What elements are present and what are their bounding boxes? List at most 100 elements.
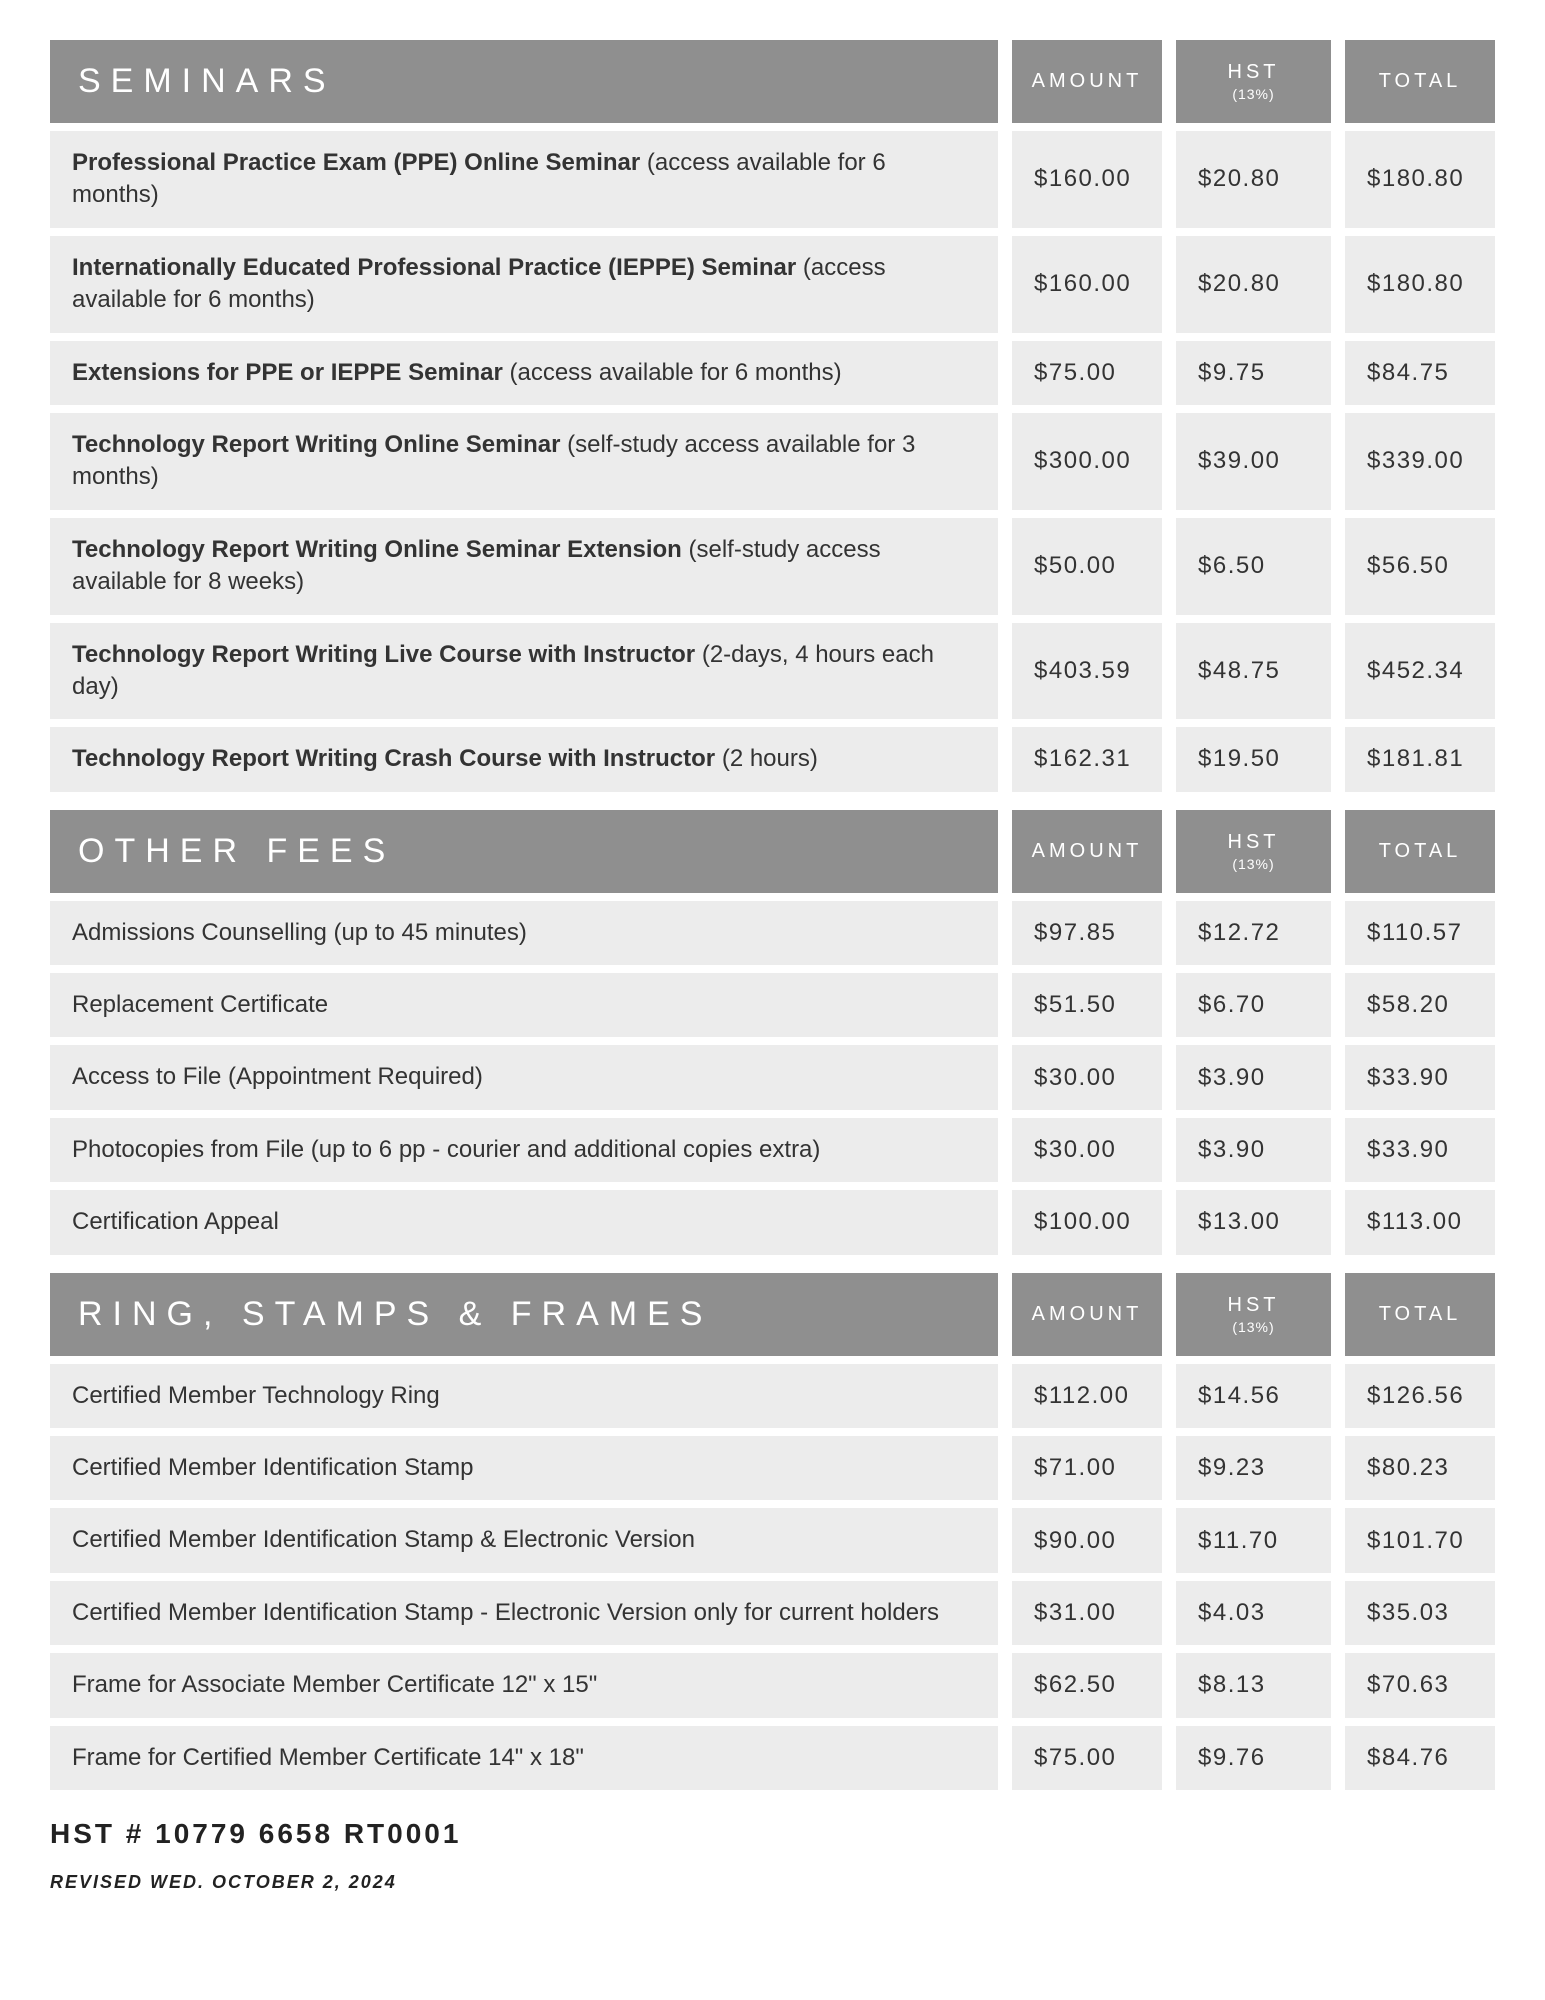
- cell-hst: $20.80: [1176, 131, 1331, 228]
- row-label-bold: Professional Practice Exam (PPE) Online …: [72, 149, 640, 176]
- section-header-row: RING, STAMPS & FRAMESAMOUNTHST(13%)TOTAL: [50, 1273, 1495, 1356]
- row-label-light: Access to File (Appointment Required): [72, 1063, 483, 1090]
- cell-hst: $39.00: [1176, 413, 1331, 510]
- cell-amount: $50.00: [1012, 518, 1162, 615]
- row-label: Frame for Certified Member Certificate 1…: [50, 1726, 998, 1790]
- row-label: Admissions Counselling (up to 45 minutes…: [50, 901, 998, 965]
- cell-amount: $162.31: [1012, 727, 1162, 791]
- cell-hst: $48.75: [1176, 623, 1331, 720]
- cell-hst: $6.70: [1176, 973, 1331, 1037]
- table-row: Certification Appeal$100.00$13.00$113.00: [50, 1190, 1495, 1254]
- col-header-total: TOTAL: [1345, 810, 1495, 893]
- row-label-bold: Extensions for PPE or IEPPE Seminar: [72, 359, 503, 386]
- cell-total: $101.70: [1345, 1508, 1495, 1572]
- cell-total: $339.00: [1345, 413, 1495, 510]
- cell-amount: $71.00: [1012, 1436, 1162, 1500]
- cell-total: $84.75: [1345, 341, 1495, 405]
- cell-total: $126.56: [1345, 1364, 1495, 1428]
- row-label-bold: Technology Report Writing Crash Course w…: [72, 745, 715, 772]
- cell-hst: $19.50: [1176, 727, 1331, 791]
- row-label-light: Photocopies from File (up to 6 pp - cour…: [72, 1136, 820, 1163]
- row-label-light: Frame for Certified Member Certificate 1…: [72, 1744, 584, 1771]
- row-label: Certified Member Identification Stamp - …: [50, 1581, 998, 1645]
- section-header-row: SEMINARSAMOUNTHST(13%)TOTAL: [50, 40, 1495, 123]
- table-row: Certified Member Identification Stamp - …: [50, 1581, 1495, 1645]
- table-row: Admissions Counselling (up to 45 minutes…: [50, 901, 1495, 965]
- row-label: Certified Member Technology Ring: [50, 1364, 998, 1428]
- row-label: Certified Member Identification Stamp: [50, 1436, 998, 1500]
- cell-amount: $75.00: [1012, 341, 1162, 405]
- cell-amount: $160.00: [1012, 236, 1162, 333]
- table-row: Certified Member Identification Stamp $71…: [50, 1436, 1495, 1500]
- fee-section: RING, STAMPS & FRAMESAMOUNTHST(13%)TOTAL…: [50, 1273, 1495, 1790]
- revised-date: REVISED WED. OCTOBER 2, 2024: [50, 1872, 1495, 1893]
- row-label-bold: Technology Report Writing Online Seminar…: [72, 536, 682, 563]
- row-label-light: Certification Appeal: [72, 1208, 279, 1235]
- cell-hst: $3.90: [1176, 1118, 1331, 1182]
- cell-hst: $9.76: [1176, 1726, 1331, 1790]
- row-label: Professional Practice Exam (PPE) Online …: [50, 131, 998, 228]
- row-label-bold: Technology Report Writing Online Seminar: [72, 431, 560, 458]
- section-header-row: OTHER FEESAMOUNTHST(13%)TOTAL: [50, 810, 1495, 893]
- table-row: Internationally Educated Professional Pr…: [50, 236, 1495, 333]
- cell-total: $180.80: [1345, 131, 1495, 228]
- row-label: Frame for Associate Member Certificate 1…: [50, 1653, 998, 1717]
- row-label: Extensions for PPE or IEPPE Seminar (acc…: [50, 341, 998, 405]
- col-header-label: HST: [1228, 1294, 1280, 1317]
- cell-hst: $3.90: [1176, 1045, 1331, 1109]
- row-label: Internationally Educated Professional Pr…: [50, 236, 998, 333]
- section-title: OTHER FEES: [50, 810, 998, 893]
- row-label: Replacement Certificate: [50, 973, 998, 1037]
- table-row: Frame for Certified Member Certificate 1…: [50, 1726, 1495, 1790]
- cell-total: $58.20: [1345, 973, 1495, 1037]
- row-label-light: (access available for 6 months): [503, 359, 842, 386]
- col-header-label: AMOUNT: [1032, 840, 1143, 863]
- cell-total: $84.76: [1345, 1726, 1495, 1790]
- fee-section: SEMINARSAMOUNTHST(13%)TOTAL Professional …: [50, 40, 1495, 792]
- row-label: Technology Report Writing Online Seminar…: [50, 413, 998, 510]
- cell-total: $452.34: [1345, 623, 1495, 720]
- row-label-light: Certified Member Identification Stamp & …: [72, 1526, 695, 1553]
- cell-total: $110.57: [1345, 901, 1495, 965]
- cell-hst: $9.23: [1176, 1436, 1331, 1500]
- cell-amount: $30.00: [1012, 1045, 1162, 1109]
- table-row: Extensions for PPE or IEPPE Seminar (acc…: [50, 341, 1495, 405]
- cell-hst: $12.72: [1176, 901, 1331, 965]
- cell-amount: $112.00: [1012, 1364, 1162, 1428]
- cell-amount: $51.50: [1012, 973, 1162, 1037]
- row-label-light: Certified Member Identification Stamp - …: [72, 1599, 939, 1626]
- section-title: SEMINARS: [50, 40, 998, 123]
- col-header-label: TOTAL: [1379, 840, 1462, 863]
- row-label-light: Certified Member Identification Stamp: [72, 1454, 474, 1481]
- col-header-sublabel: (13%): [1232, 1319, 1274, 1335]
- cell-hst: $13.00: [1176, 1190, 1331, 1254]
- cell-amount: $90.00: [1012, 1508, 1162, 1572]
- fee-section: OTHER FEESAMOUNTHST(13%)TOTALAdmissions …: [50, 810, 1495, 1255]
- section-title: RING, STAMPS & FRAMES: [50, 1273, 998, 1356]
- row-label-bold: Internationally Educated Professional Pr…: [72, 254, 796, 281]
- cell-amount: $62.50: [1012, 1653, 1162, 1717]
- cell-hst: $8.13: [1176, 1653, 1331, 1717]
- cell-total: $70.63: [1345, 1653, 1495, 1717]
- col-header-sublabel: (13%): [1232, 856, 1274, 872]
- col-header-label: HST: [1228, 61, 1280, 84]
- table-row: Technology Report Writing Online Seminar…: [50, 518, 1495, 615]
- row-label-light: Admissions Counselling (up to 45 minutes…: [72, 919, 527, 946]
- cell-hst: $6.50: [1176, 518, 1331, 615]
- cell-amount: $31.00: [1012, 1581, 1162, 1645]
- row-label-light: (2 hours): [715, 745, 818, 772]
- table-row: Replacement Certificate$51.50$6.70$58.20: [50, 973, 1495, 1037]
- cell-hst: $9.75: [1176, 341, 1331, 405]
- row-label: Access to File (Appointment Required): [50, 1045, 998, 1109]
- col-header-total: TOTAL: [1345, 40, 1495, 123]
- cell-hst: $11.70: [1176, 1508, 1331, 1572]
- table-row: Frame for Associate Member Certificate 1…: [50, 1653, 1495, 1717]
- row-label: Technology Report Writing Online Seminar…: [50, 518, 998, 615]
- col-header-label: AMOUNT: [1032, 1303, 1143, 1326]
- table-row: Technology Report Writing Online Seminar…: [50, 413, 1495, 510]
- row-label: Certification Appeal: [50, 1190, 998, 1254]
- row-label: Photocopies from File (up to 6 pp - cour…: [50, 1118, 998, 1182]
- col-header-hst: HST (13%): [1176, 1273, 1331, 1356]
- col-header-amount: AMOUNT: [1012, 810, 1162, 893]
- table-row: Access to File (Appointment Required) $30…: [50, 1045, 1495, 1109]
